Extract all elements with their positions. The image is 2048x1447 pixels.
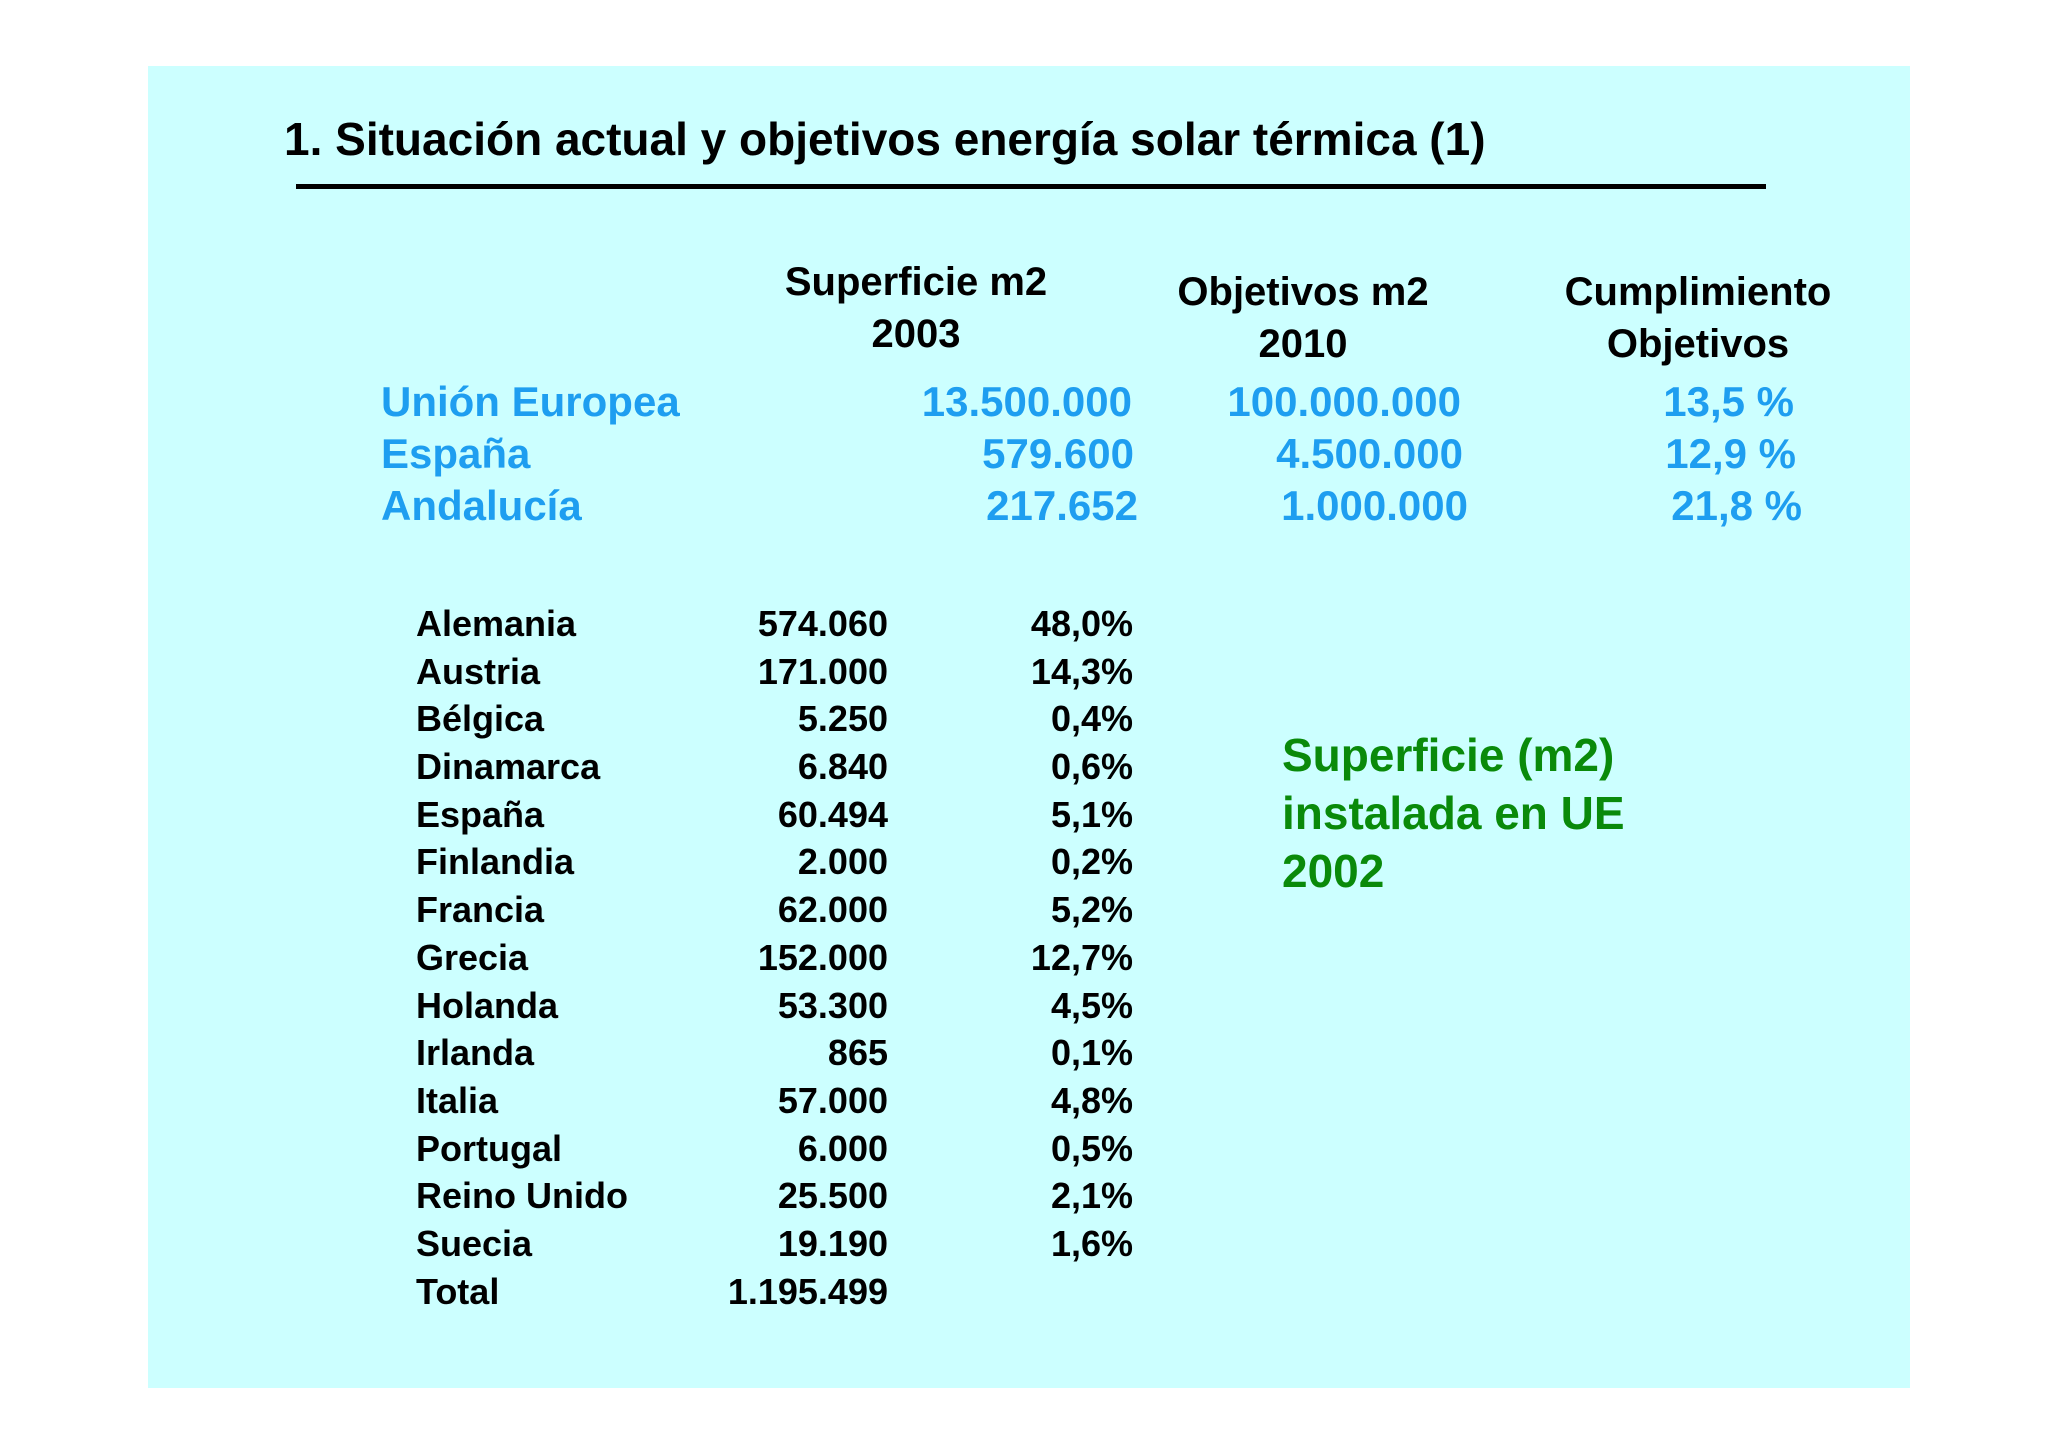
country-pct: 2,1% xyxy=(1050,1175,1133,1217)
summary-cumplimiento: 12,9 % xyxy=(1665,430,1796,477)
country-value: 62.000 xyxy=(777,889,888,931)
country-value: 60.494 xyxy=(777,793,888,835)
country-value: 25.500 xyxy=(777,1175,888,1217)
country-names-column: Alemania Austria Bélgica Dinamarca Españ… xyxy=(416,600,628,1315)
country-pct: 0,1% xyxy=(1050,1032,1133,1074)
caption-line2: instalada en UE xyxy=(1282,787,1625,839)
country-pct-column: 48,0% 14,3% 0,4% 0,6% 5,1% 0,2% 5,2% 12,… xyxy=(978,600,1133,1315)
header-cumplimiento-line2: Objetivos xyxy=(1606,322,1790,366)
country-name: España xyxy=(416,793,545,835)
country-name: Dinamarca xyxy=(416,746,601,788)
country-pct: 1,6% xyxy=(1050,1222,1133,1264)
summary-cumplimiento: 13,5 % xyxy=(1663,378,1794,425)
country-values-column: 574.060 171.000 5.250 6.840 60.494 2.000… xyxy=(708,600,888,1315)
header-cumplimiento-line1: Cumplimiento xyxy=(1564,270,1832,314)
country-pct: 0,6% xyxy=(1050,746,1133,788)
country-pct: 4,8% xyxy=(1050,1079,1133,1121)
country-name: Suecia xyxy=(416,1222,533,1264)
country-pct: 12,7% xyxy=(1030,936,1133,978)
country-value: 865 xyxy=(827,1032,888,1074)
header-objetivos-line1: Objetivos m2 xyxy=(1177,270,1429,314)
country-name: Austria xyxy=(416,650,541,692)
country-name: Bélgica xyxy=(416,698,545,740)
header-cumplimiento: Cumplimiento Objetivos xyxy=(1538,266,1858,370)
country-value: 574.060 xyxy=(757,603,888,644)
country-pct xyxy=(978,1268,1133,1316)
country-pct: 48,0% xyxy=(1030,603,1133,644)
country-name: Finlandia xyxy=(416,841,575,883)
country-pct: 0,4% xyxy=(1050,698,1133,740)
country-pct: 0,2% xyxy=(1050,841,1133,883)
header-objetivos-line2: 2010 xyxy=(1258,322,1348,366)
summary-objetivos: 100.000.000 xyxy=(1227,378,1461,425)
country-name: Francia xyxy=(416,889,545,931)
summary-region: España xyxy=(381,430,531,477)
country-value: 152.000 xyxy=(757,936,888,978)
country-value: 1.195.499 xyxy=(727,1270,888,1312)
summary-superficie: 579.600 xyxy=(982,430,1134,477)
country-value: 53.300 xyxy=(777,984,888,1026)
country-name: Total xyxy=(416,1270,500,1312)
country-value: 2.000 xyxy=(797,841,888,883)
country-pct: 5,1% xyxy=(1050,793,1133,835)
summary-region: Andalucía xyxy=(381,482,582,529)
summary-superficie: 217.652 xyxy=(986,482,1138,529)
caption-line1: Superficie (m2) xyxy=(1282,729,1615,781)
header-superficie: Superficie m2 2003 xyxy=(766,256,1066,360)
country-name: Portugal xyxy=(416,1127,563,1169)
country-name: Alemania xyxy=(416,603,577,644)
header-objetivos: Objetivos m2 2010 xyxy=(1158,266,1448,370)
country-value: 6.000 xyxy=(797,1127,888,1169)
table-caption: Superficie (m2) instalada en UE 2002 xyxy=(1282,726,1625,900)
country-name: Irlanda xyxy=(416,1032,535,1074)
slide-title: 1. Situación actual y objetivos energía … xyxy=(284,113,1486,165)
slide: 1. Situación actual y objetivos energía … xyxy=(148,66,1910,1388)
summary-objetivos: 4.500.000 xyxy=(1276,430,1463,477)
country-name: Grecia xyxy=(416,936,529,978)
country-name: Italia xyxy=(416,1079,499,1121)
country-value: 5.250 xyxy=(797,698,888,740)
country-value: 171.000 xyxy=(757,650,888,692)
caption-line3: 2002 xyxy=(1282,845,1385,897)
country-pct: 0,5% xyxy=(1050,1127,1133,1169)
country-name: Holanda xyxy=(416,984,559,1026)
title-underline xyxy=(296,184,1766,189)
summary-superficie: 13.500.000 xyxy=(921,378,1132,425)
country-name: Reino Unido xyxy=(416,1175,628,1217)
summary-region: Unión Europea xyxy=(381,378,680,425)
country-value: 19.190 xyxy=(777,1222,888,1264)
country-value: 57.000 xyxy=(777,1079,888,1121)
header-superficie-line2: 2003 xyxy=(871,312,961,356)
summary-objetivos: 1.000.000 xyxy=(1281,482,1468,529)
country-pct: 5,2% xyxy=(1050,889,1133,931)
country-value: 6.840 xyxy=(797,746,888,788)
country-pct: 4,5% xyxy=(1050,984,1133,1026)
summary-cumplimiento: 21,8 % xyxy=(1671,482,1802,529)
country-pct: 14,3% xyxy=(1030,650,1133,692)
header-superficie-line1: Superficie m2 xyxy=(784,260,1048,304)
